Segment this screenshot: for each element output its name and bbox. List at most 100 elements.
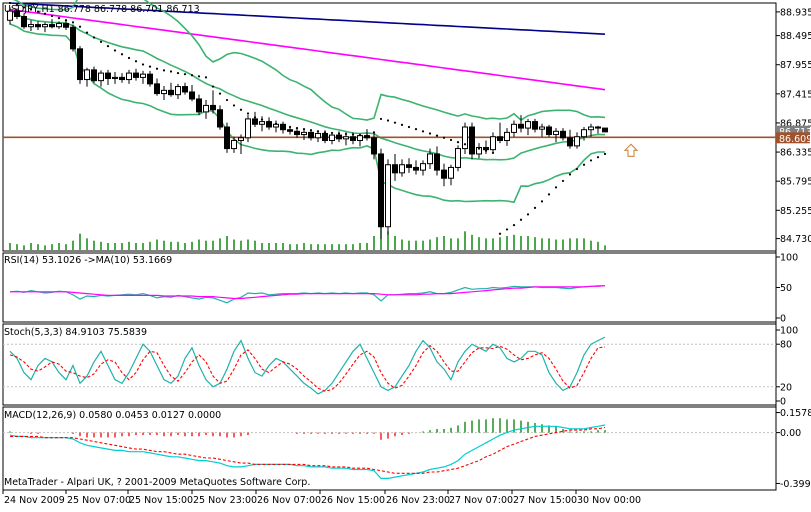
psar-dot [596, 156, 600, 159]
time-tick-label: 25 Nov 23:00 [193, 495, 257, 506]
stoch-title: Stoch(5,3,3) 84.9103 75.5839 [4, 327, 148, 338]
psar-dot [568, 173, 572, 176]
candle-body [518, 123, 524, 129]
psar-dot [85, 31, 89, 34]
price-tick-label: 87.415 [780, 89, 811, 100]
candle-body [91, 69, 97, 82]
psar-dot [449, 138, 453, 142]
psar-dot [113, 49, 117, 52]
candle-body [147, 73, 153, 85]
psar-dot [603, 152, 607, 156]
candle-body [49, 24, 55, 28]
psar-dot [428, 132, 432, 135]
candle-body [350, 136, 356, 141]
candle-body [245, 118, 251, 139]
psar-dot [477, 147, 481, 150]
candle-body [595, 126, 601, 129]
candle-body [301, 131, 307, 136]
candle-body [140, 73, 146, 78]
psar-dot [120, 53, 124, 56]
candle-body [378, 153, 384, 228]
candle-body [581, 129, 587, 138]
psar-dot [148, 65, 152, 68]
candle-body [511, 123, 517, 133]
candle-body [357, 135, 363, 141]
psar-dot [407, 125, 411, 129]
psar-dot [288, 125, 292, 129]
psar-dot [421, 130, 425, 133]
candle-body [210, 104, 216, 111]
psar-dot [57, 16, 61, 20]
psar-dot [540, 200, 544, 203]
price-tick-label: 85.255 [780, 206, 811, 217]
psar-dot [561, 179, 565, 183]
macd-line [9, 424, 606, 479]
psar-dot [512, 224, 516, 227]
stoch-k-line [9, 336, 606, 395]
candle-body [497, 136, 503, 141]
candle-body [602, 127, 608, 133]
candle-body [224, 126, 230, 150]
candle-body [434, 153, 440, 171]
time-tick-label: 24 Nov 2009 [4, 495, 65, 506]
bid-price-box [776, 125, 810, 137]
psar-dot [239, 108, 243, 111]
psar-dot [204, 76, 208, 79]
candle-body [28, 24, 34, 28]
psar-dot [71, 21, 75, 24]
psar-dot [295, 126, 299, 130]
psar-dot [183, 73, 187, 76]
candle-body [525, 121, 531, 129]
candle-body [504, 131, 510, 141]
candle-body [175, 86, 181, 96]
candle-body [420, 163, 426, 171]
candle-body [336, 134, 342, 140]
candle-body [490, 136, 496, 151]
psar-dot [330, 131, 334, 135]
psar-dot [484, 149, 488, 152]
copyright-text: MetaTrader - Alpari UK, ? 2001-2009 Meta… [4, 477, 311, 488]
candle-body [238, 137, 244, 141]
candle-body [7, 10, 13, 21]
candle-body [483, 146, 489, 151]
psar-dot [127, 56, 131, 60]
psar-dot [22, 6, 26, 9]
psar-dot [176, 71, 180, 75]
candle-body [427, 153, 433, 165]
stoch-d-line [9, 344, 606, 392]
time-tick-label: 25 Nov 15:00 [129, 495, 193, 506]
candle-body [287, 129, 293, 132]
candle-body [105, 72, 111, 79]
psar-dot [197, 75, 201, 78]
candle-body [329, 134, 335, 141]
candle-body [21, 15, 27, 28]
stoch-tick-label: 20 [780, 382, 792, 393]
psar-dot [575, 167, 579, 171]
candle-body [252, 118, 258, 125]
time-tick-label: 25 Nov 07:00 [67, 495, 131, 506]
psar-dot [344, 132, 348, 136]
psar-dot [232, 104, 236, 107]
psar-dot [316, 130, 320, 133]
psar-dot [36, 10, 40, 13]
psar-dot [190, 74, 194, 77]
candle-body [42, 24, 48, 28]
candle-body [469, 126, 475, 155]
psar-dot [526, 213, 530, 216]
psar-dot [414, 128, 418, 131]
time-tick-label: 27 Nov 07:00 [449, 495, 513, 506]
candle-body [322, 132, 328, 141]
psar-dot [533, 206, 537, 209]
candle-body [560, 130, 566, 139]
up-arrow-marker [623, 143, 639, 157]
candle-body [70, 26, 76, 50]
macd-tick-label: 0.1578 [780, 408, 811, 419]
candle-body [189, 91, 195, 100]
price-tick-label: 86.875 [780, 118, 811, 129]
price-tick-label: 87.955 [780, 60, 811, 71]
stoch-tick-label: 0 [780, 397, 786, 408]
candle-body [567, 137, 573, 147]
psar-dot [267, 120, 271, 123]
psar-dot [456, 140, 460, 144]
